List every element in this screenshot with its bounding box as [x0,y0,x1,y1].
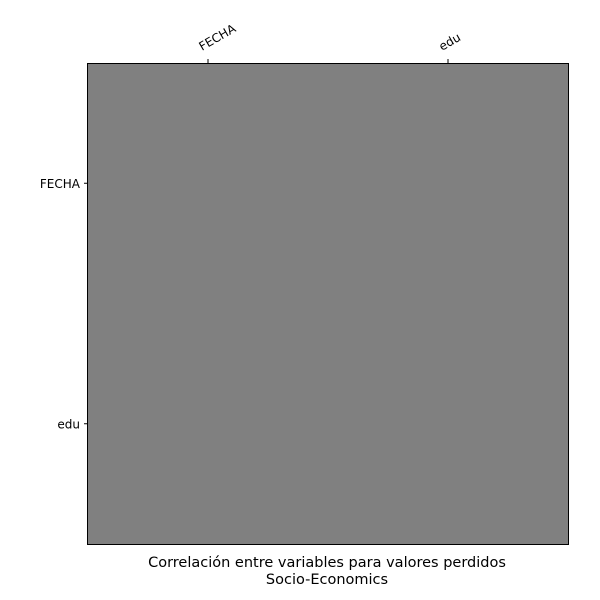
chart-title: Correlación entre variables para valores… [148,555,506,571]
heatmap-cell-fecha-edu [328,63,569,304]
heatmap-cell-fecha-fecha [88,63,329,304]
chart-subtitle: Socio-Economics [266,572,388,588]
x-axis-top: FECHA edu [197,21,464,63]
heatmap-cell-edu-edu [328,303,569,545]
x-tick-label: FECHA [197,21,239,54]
heatmap-cells [88,63,569,545]
y-axis-left: FECHA edu [40,177,88,431]
heatmap-cell-edu-fecha [88,303,329,545]
y-tick-label: FECHA [40,177,81,191]
y-tick-label: edu [57,417,80,431]
x-tick-label: edu [437,30,464,53]
plot-frame [87,63,569,545]
